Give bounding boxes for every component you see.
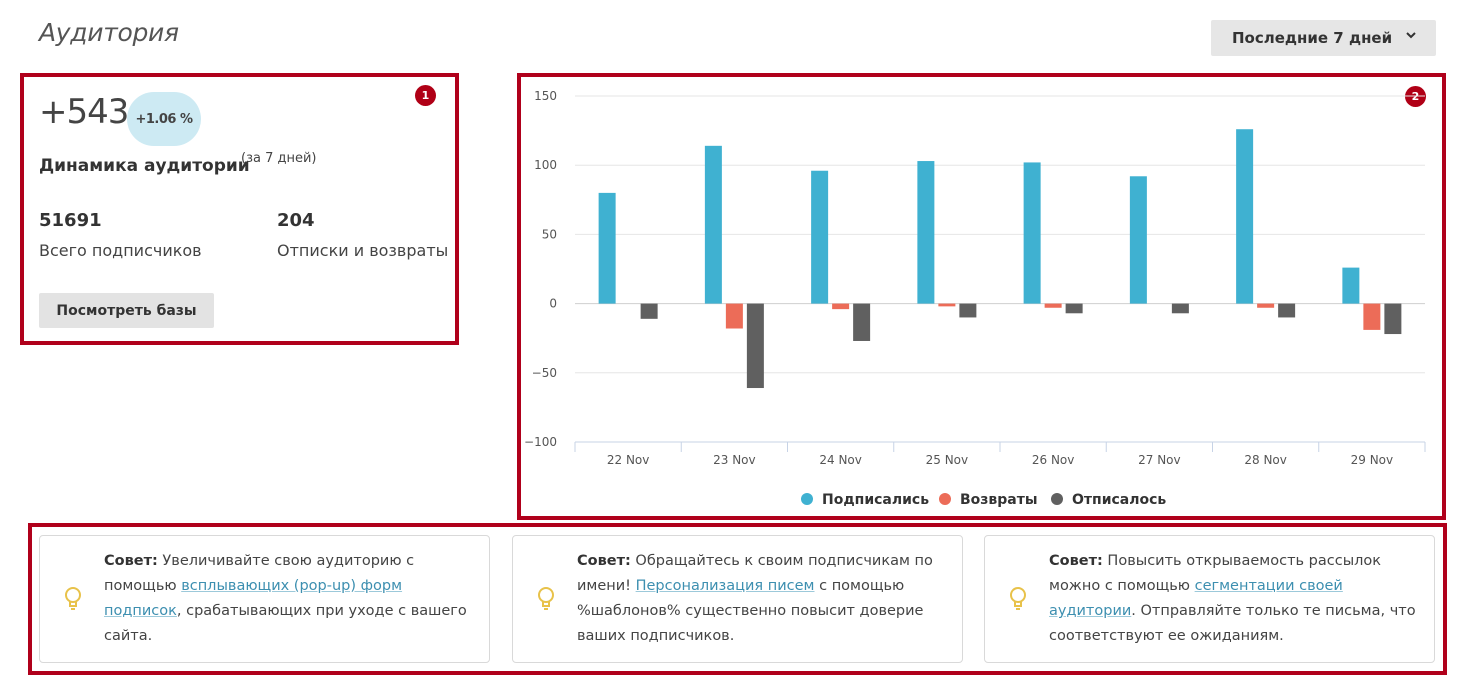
unsubscribes-value: 204 [277, 210, 315, 231]
chevron-down-icon [1406, 32, 1416, 39]
marker-2: 2 [1405, 86, 1426, 107]
tip-after: с помощью %шаблонов% существенно повысит… [577, 578, 924, 644]
lightbulb-icon [65, 587, 81, 610]
tip-lead: Совет: [577, 553, 631, 569]
dynamics-label: Динамика аудитории [39, 156, 250, 176]
tip-lead: Совет: [104, 553, 158, 569]
tip-before: Увеличивайте свою аудиторию с помощью [104, 553, 415, 594]
unsubscribes-label: Отписки и возвраты [277, 241, 449, 260]
total-subscribers-label: Всего подписчиков [39, 241, 202, 260]
chart-frame [517, 73, 1446, 520]
tip-text-2: Совет: Обращайтесь к своим подписчикам п… [577, 549, 948, 649]
total-subscribers-value: 51691 [39, 210, 102, 231]
view-bases-button[interactable]: Посмотреть базы [39, 293, 214, 328]
marker-1: 1 [415, 85, 436, 106]
tip-text-3: Совет: Повысить открываемость рассылок м… [1049, 549, 1420, 649]
tip-text-1: Совет: Увеличивайте свою аудиторию с пом… [104, 549, 475, 649]
personalization-link[interactable]: Персонализация писем [635, 578, 815, 594]
audience-growth-value: +543 [39, 92, 129, 132]
period-select-label: Последние 7 дней [1232, 29, 1393, 47]
tip-card-1: Совет: Увеличивайте свою аудиторию с пом… [39, 535, 490, 663]
summary-frame [20, 73, 459, 345]
popup-forms-link[interactable]: всплывающих (pop-up) форм подписок [104, 578, 403, 619]
growth-percent-badge: +1.06 % [127, 92, 201, 146]
tip-lead: Совет: [1049, 553, 1103, 569]
tip-card-3: Совет: Повысить открываемость рассылок м… [984, 535, 1435, 663]
tip-card-2: Совет: Обращайтесь к своим подписчикам п… [512, 535, 963, 663]
tip-before: Повысить открываемость рассылок можно с … [1049, 553, 1382, 594]
tip-before: Обращайтесь к своим подписчикам по имени… [577, 553, 933, 594]
period-select[interactable]: Последние 7 дней [1211, 20, 1436, 56]
tips-frame [28, 523, 1447, 675]
lightbulb-icon [538, 587, 554, 610]
segmentation-link[interactable]: сегментации своей аудитории [1049, 578, 1343, 619]
lightbulb-icon [1010, 587, 1026, 610]
page-title: Аудитория [39, 18, 179, 47]
tip-after: , срабатывающих при уходе с вашего сайта… [104, 603, 467, 644]
tip-after: . Отправляйте только те письма, что соот… [1049, 603, 1416, 644]
dynamics-period: (за 7 дней) [241, 151, 317, 166]
